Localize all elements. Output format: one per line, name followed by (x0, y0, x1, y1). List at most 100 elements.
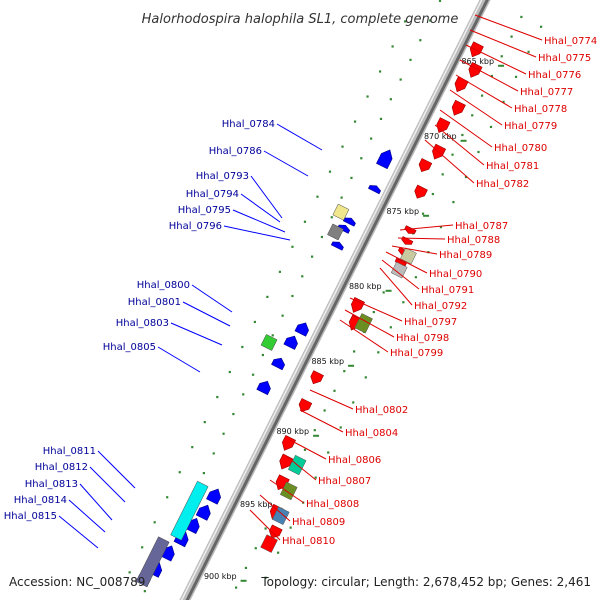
track-dot (128, 571, 131, 574)
reverse-gene-label[interactable]: Hhal_0795 (178, 205, 231, 216)
reverse-gene-label[interactable]: Hhal_0813 (25, 479, 78, 490)
forward-gene-arrow (418, 158, 433, 173)
reverse-gene-label[interactable]: Hhal_0800 (137, 280, 190, 291)
reverse-gene-label[interactable]: Hhal_0786 (209, 146, 262, 157)
forward-gene-label[interactable]: Hhal_0787 (455, 221, 508, 232)
forward-gene-arrow (454, 76, 469, 93)
track-dot (389, 98, 392, 101)
reverse-gene-arrow (330, 241, 344, 251)
reverse-gene-label[interactable]: Hhal_0801 (128, 297, 181, 308)
forward-leader-line (391, 245, 438, 255)
gene-feature-box (135, 536, 170, 588)
track-dot (431, 192, 434, 196)
forward-gene-label[interactable]: Hhal_0808 (306, 499, 359, 510)
reverse-leader-line (250, 175, 283, 219)
forward-gene-label[interactable]: Hhal_0806 (328, 455, 381, 466)
forward-gene-label[interactable]: Hhal_0798 (396, 333, 449, 344)
forward-gene-label[interactable]: Hhal_0781 (486, 161, 539, 172)
gene-feature-box (271, 506, 290, 526)
track-dot (313, 429, 316, 432)
track-dot (291, 294, 294, 298)
gene-labels: Hhal_0774 Hhal_0775 Hhal_0776 Hhal_0777 Hhal… (4, 36, 597, 547)
reverse-gene-label[interactable]: Hhal_0794 (186, 189, 239, 200)
reverse-gene-label[interactable]: Hhal_0793 (196, 171, 249, 182)
track-dot (216, 395, 219, 399)
forward-leader-line (385, 251, 428, 274)
reverse-leader-line (89, 466, 126, 503)
forward-gene-label[interactable]: Hhal_0792 (414, 301, 467, 312)
forward-gene-label[interactable]: Hhal_0780 (494, 143, 547, 154)
forward-gene-label[interactable]: Hhal_0809 (292, 517, 345, 528)
track-dot (353, 120, 357, 123)
track-dot (191, 446, 194, 449)
forward-gene-label[interactable]: Hhal_0777 (520, 87, 573, 98)
forward-gene-label[interactable]: Hhal_0804 (345, 428, 398, 439)
track-dot (203, 421, 206, 424)
reverse-gene-label[interactable]: Hhal_0812 (35, 462, 88, 473)
track-dot (254, 547, 257, 550)
scale-label: 865 kbp (461, 57, 494, 66)
forward-gene-label[interactable]: Hhal_0791 (421, 285, 474, 296)
track-dot (461, 133, 464, 137)
track-dot (539, 25, 543, 28)
forward-leader-line (465, 44, 527, 75)
track-dot (419, 39, 422, 42)
forward-gene-label[interactable]: Hhal_0782 (476, 179, 529, 190)
reverse-gene-label[interactable]: Hhal_0796 (169, 221, 222, 232)
reverse-gene-label[interactable]: Hhal_0805 (103, 342, 156, 353)
forward-leader-line (249, 509, 281, 541)
forward-leader-line (397, 237, 446, 240)
track-dot (241, 345, 244, 349)
forward-gene-arrow (451, 99, 466, 116)
track-dot (429, 19, 432, 22)
forward-gene-label[interactable]: Hhal_0807 (318, 476, 371, 487)
forward-gene-label[interactable]: Hhal_0774 (544, 36, 597, 47)
forward-gene-label[interactable]: Hhal_0778 (514, 104, 567, 115)
forward-gene-label[interactable]: Hhal_0789 (439, 250, 492, 261)
genome-backbone (179, 0, 491, 600)
scale-label: 880 kbp (349, 282, 382, 291)
scale-ticks: 865 kbp 870 kbp 875 kbp 880 kbp 885 kbp 890 k… (204, 57, 505, 582)
reverse-gene-label[interactable]: Hhal_0784 (222, 119, 275, 130)
forward-gene-label[interactable]: Hhal_0802 (355, 405, 408, 416)
scale-label: 895 kbp (240, 500, 273, 509)
track-dot (500, 55, 503, 58)
forward-gene-label[interactable]: Hhal_0797 (404, 317, 457, 328)
track-dot (327, 451, 330, 454)
backbone-band (179, 0, 491, 600)
reverse-gene-label[interactable]: Hhal_0803 (116, 318, 169, 329)
forward-leader-line (269, 479, 305, 504)
track-dot (212, 452, 215, 455)
forward-leader-line (424, 139, 475, 184)
gene-feature-box (170, 480, 209, 541)
track-dot (251, 373, 255, 376)
reverse-gene-label[interactable]: Hhal_0811 (43, 446, 96, 457)
track-dot (451, 153, 454, 156)
forward-gene-label[interactable]: Hhal_0790 (429, 269, 482, 280)
forward-gene-label[interactable]: Hhal_0788 (447, 235, 500, 246)
track-dot (281, 314, 284, 317)
track-dot (166, 496, 169, 499)
reverse-leader-line (223, 225, 291, 241)
reverse-gene-arrow (271, 357, 286, 371)
gene-feature-box (327, 223, 344, 241)
forward-gene-label[interactable]: Hhal_0776 (528, 70, 581, 81)
forward-gene-arrow (404, 225, 417, 234)
track-dot (266, 295, 269, 298)
forward-gene-label[interactable]: Hhal_0810 (282, 536, 335, 547)
track-dot (340, 196, 343, 199)
track-dot (527, 50, 530, 53)
gene-feature-box (260, 534, 278, 553)
track-dot (311, 255, 314, 258)
forward-leader-line (459, 59, 519, 92)
forward-gene-label[interactable]: Hhal_0775 (538, 53, 591, 64)
reverse-gene-label[interactable]: Hhal_0815 (4, 511, 57, 522)
forward-gene-label[interactable]: Hhal_0779 (504, 121, 557, 132)
track-dot (330, 216, 333, 219)
track-dot (409, 58, 412, 61)
track-dot (471, 114, 474, 117)
track-dot (480, 94, 484, 97)
forward-gene-label[interactable]: Hhal_0799 (390, 348, 443, 359)
track-dot (234, 586, 238, 589)
reverse-gene-label[interactable]: Hhal_0814 (14, 495, 67, 506)
